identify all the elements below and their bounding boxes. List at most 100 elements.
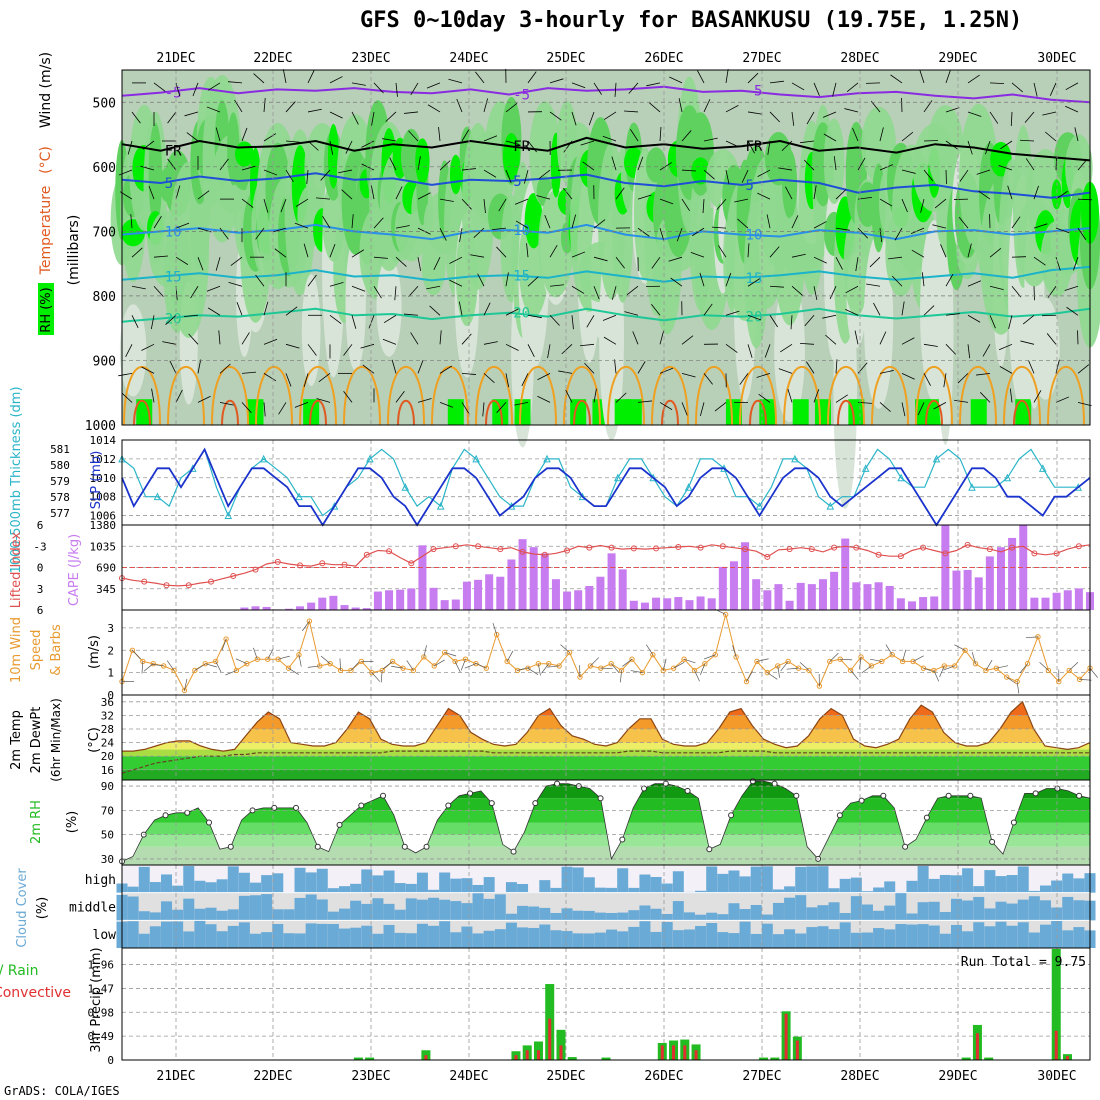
wind-barb-16-4 [483,199,486,214]
cloud-bar-high-41 [572,867,584,893]
wind-barb-39-1 [989,111,999,124]
wind-barb-0-3 [118,169,133,176]
wind-barb-10-4 [341,189,353,200]
wind-barb-27-11 [714,402,727,412]
wind-barb-9-5 [322,216,331,229]
precip-conv-bar-37 [536,1050,540,1060]
wind-barb-12-10 [391,359,397,374]
wind10-barb-19 [307,665,320,668]
wind-barb-35-0 [890,74,903,84]
cloud-bar-low-43 [594,932,606,948]
wind-barb-32-7 [829,286,837,300]
cloud-bar-low-20 [339,928,351,948]
wind-barb-28-4 [734,198,749,203]
wind-barb-11-4 [370,185,375,200]
wind-barb-19-10 [537,373,551,381]
wind-barb-10-2 [345,140,353,154]
wind-barb-34-11 [879,402,891,412]
wind-barb-33-5 [857,227,869,239]
lifted-point-58 [764,553,771,560]
wind-barb-8-1 [307,108,322,113]
x-tick-bottom-26dec: 26DEC [644,1069,683,1084]
y-tick-thickness-579: 579 [50,475,70,488]
precip-total-bar-75 [961,1057,971,1060]
cape-bar-61 [796,582,805,610]
cloud-bar-middle-60 [784,897,796,921]
cloud-bar-low-26 [405,933,417,948]
wind-barb-12-7 [394,286,397,301]
wind-barb-18-11 [514,402,529,406]
wind-barb-26-10 [703,373,713,385]
rh-line [121,780,1091,862]
wind10-barb-15 [278,655,290,660]
precip-conv-bar-49 [672,1045,676,1060]
wind-barb-4-5 [219,227,229,240]
wind-barb-37-0 [945,69,951,84]
wind-point-62 [764,669,771,676]
cloud-bar-middle-61 [795,895,807,921]
wind-barb-35-6 [888,256,903,260]
lifted-point-2 [141,578,148,585]
wind-barb-21-10 [584,362,595,374]
lifted-point-72 [920,544,927,551]
lifted-point-6 [185,582,192,589]
rh-point-52 [684,787,691,794]
rh-point-72 [902,843,909,850]
wind-barb-18-3 [523,169,529,184]
y-tick-precip-0.98: 0.98 [88,1006,115,1019]
wind-barb-9-3 [320,169,331,181]
wind-barb-43-0 [1065,82,1079,91]
hot-contour-18 [925,400,943,426]
wind-barb-21-9 [580,343,595,347]
wind-barb-21-3 [582,161,595,171]
wind-barb-15-1 [456,98,463,113]
cape-bar-76 [963,569,972,610]
wind-barb-20-1 [571,111,577,126]
cloud-bar-middle-59 [772,902,784,921]
wind-barb-3-4 [197,190,210,200]
wind-barb-25-5 [676,227,683,242]
cape-bar-44 [607,553,616,610]
wind-barb-32-5 [835,227,850,231]
wind-barb-29-9 [764,344,771,358]
wind-point-81 [962,647,968,653]
wind-barb-23-7 [626,285,639,296]
cloud-bar-high-63 [817,866,829,893]
wind-barb-24-0 [646,82,661,87]
wind-barb-0-1 [131,111,141,124]
cloud-bar-middle-30 [450,901,462,921]
cloud-bar-middle-11 [238,895,250,921]
wind10-barb-56 [700,663,706,675]
cloud-bar-high-49 [661,883,673,893]
cloud-bar-middle-1 [127,896,139,921]
wind-barb-3-6 [197,257,204,271]
thickness-point-69 [932,454,941,463]
rh-point-10 [227,843,234,850]
wind10-barb-34 [464,663,477,669]
cloud-bar-middle-67 [861,904,873,921]
wind-barb-33-2 [852,127,859,142]
rh-green2-blob-60 [782,149,798,219]
y-tick-precip-1.47: 1.47 [88,982,115,995]
wind-barb-13-0 [410,82,419,96]
temp-line [122,700,1091,752]
precip-total-bar-83 [1051,948,1061,1060]
thickness-point-24 [401,483,410,491]
cloud-bar-high-3 [149,882,161,893]
wind-barb-27-3 [725,169,730,184]
y-tick-temp-36: 36 [101,696,114,709]
wind-barb-13-4 [417,192,431,200]
wind-barb-11-6 [373,256,388,259]
cloud-bar-high-72 [917,866,929,893]
wind-barb-23-11 [637,400,652,403]
wind-point-74 [889,652,895,658]
wind-barb-30-7 [791,285,803,296]
cloud-bar-middle-81 [1017,899,1029,921]
cloud-bar-high-48 [650,876,662,893]
wind-barb-21-6 [593,256,608,262]
cloud-bar-middle-49 [661,913,673,921]
cloud-bar-high-33 [483,877,495,893]
wind-barb-12-3 [389,157,397,171]
thickness-point-21 [366,454,374,463]
wind-barb-5-9 [241,332,250,345]
